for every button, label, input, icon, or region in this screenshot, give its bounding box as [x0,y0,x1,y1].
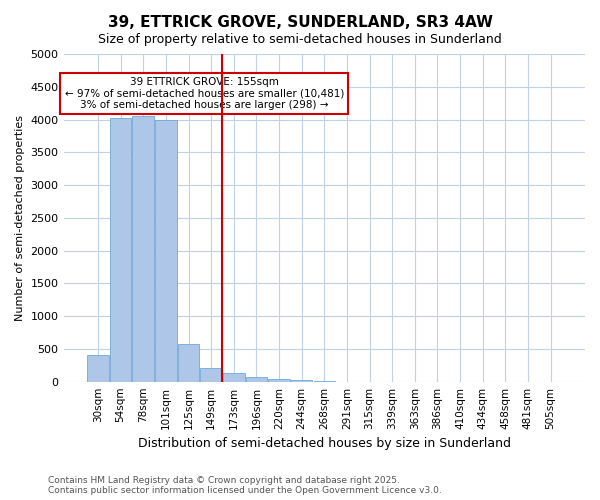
Bar [133,116,154,382]
Bar [155,120,176,382]
Bar [291,380,313,382]
Bar [110,118,131,382]
Bar [223,373,245,382]
Bar [245,377,267,382]
X-axis label: Distribution of semi-detached houses by size in Sunderland: Distribution of semi-detached houses by … [138,437,511,450]
Y-axis label: Number of semi-detached properties: Number of semi-detached properties [15,115,25,321]
Text: 39, ETTRICK GROVE, SUNDERLAND, SR3 4AW: 39, ETTRICK GROVE, SUNDERLAND, SR3 4AW [107,15,493,30]
Bar [268,379,290,382]
Bar [200,368,222,382]
Bar [87,356,109,382]
Bar [178,344,199,382]
Bar [314,381,335,382]
Text: Contains HM Land Registry data © Crown copyright and database right 2025.
Contai: Contains HM Land Registry data © Crown c… [48,476,442,495]
Text: Size of property relative to semi-detached houses in Sunderland: Size of property relative to semi-detach… [98,32,502,46]
Text: 39 ETTRICK GROVE: 155sqm
← 97% of semi-detached houses are smaller (10,481)
3% o: 39 ETTRICK GROVE: 155sqm ← 97% of semi-d… [65,77,344,110]
